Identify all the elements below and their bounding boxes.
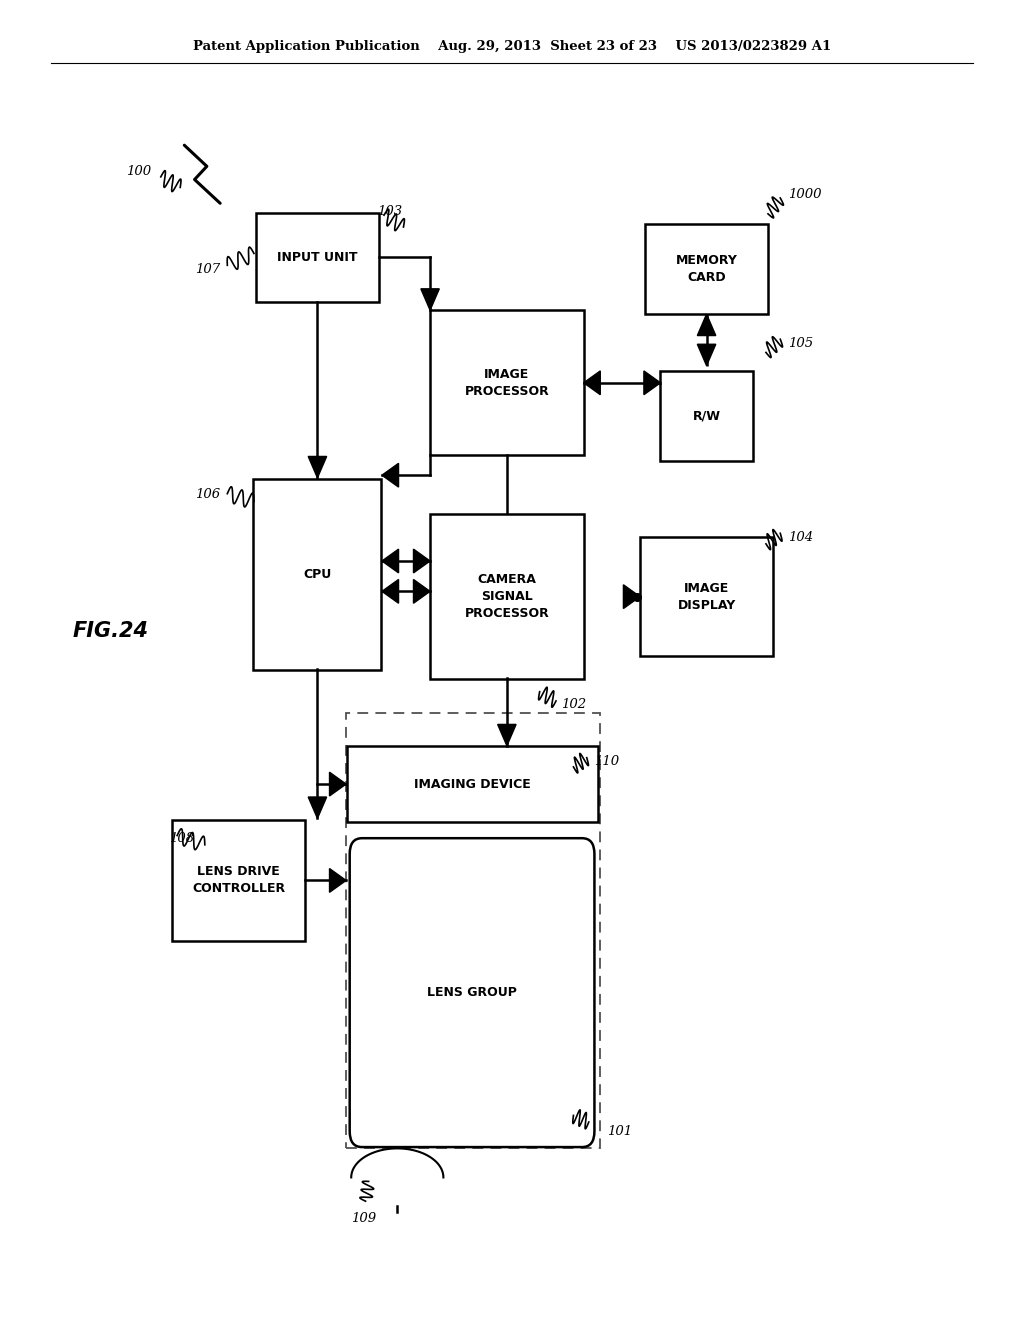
Bar: [346, 746, 598, 822]
Text: 109: 109: [351, 1212, 376, 1225]
Bar: [645, 224, 768, 314]
Text: 106: 106: [195, 488, 220, 502]
Text: MEMORY
CARD: MEMORY CARD: [676, 255, 737, 284]
Polygon shape: [644, 371, 660, 395]
Bar: [430, 513, 584, 678]
Polygon shape: [697, 314, 716, 335]
Bar: [430, 310, 584, 455]
Polygon shape: [382, 579, 398, 603]
Text: 1000: 1000: [788, 187, 822, 201]
Text: IMAGING DEVICE: IMAGING DEVICE: [414, 777, 530, 791]
Text: CAMERA
SIGNAL
PROCESSOR: CAMERA SIGNAL PROCESSOR: [465, 573, 549, 620]
Bar: [254, 479, 381, 671]
Text: 102: 102: [561, 698, 587, 711]
Text: 110: 110: [594, 755, 620, 768]
Polygon shape: [308, 797, 327, 818]
Text: LENS DRIVE
CONTROLLER: LENS DRIVE CONTROLLER: [193, 866, 285, 895]
Polygon shape: [584, 371, 600, 395]
Polygon shape: [498, 725, 516, 746]
Text: 107: 107: [195, 263, 220, 276]
Polygon shape: [421, 289, 439, 310]
Polygon shape: [382, 549, 398, 573]
Polygon shape: [330, 869, 346, 892]
Text: LENS GROUP: LENS GROUP: [427, 986, 517, 999]
Polygon shape: [697, 345, 716, 366]
Bar: [256, 213, 379, 302]
Text: INPUT UNIT: INPUT UNIT: [278, 251, 357, 264]
Polygon shape: [308, 457, 327, 478]
Polygon shape: [624, 585, 640, 609]
Bar: [660, 371, 753, 461]
Bar: [172, 820, 305, 941]
Text: IMAGE
PROCESSOR: IMAGE PROCESSOR: [465, 368, 549, 397]
Text: 103: 103: [377, 205, 402, 218]
FancyBboxPatch shape: [350, 838, 594, 1147]
Text: CPU: CPU: [303, 568, 332, 581]
Polygon shape: [330, 772, 346, 796]
Text: 100: 100: [126, 165, 152, 178]
Polygon shape: [414, 579, 430, 603]
Text: 105: 105: [788, 337, 814, 350]
Text: 108: 108: [169, 832, 195, 845]
Polygon shape: [382, 463, 398, 487]
Text: R/W: R/W: [692, 409, 721, 422]
Polygon shape: [414, 549, 430, 573]
Text: Patent Application Publication    Aug. 29, 2013  Sheet 23 of 23    US 2013/02238: Patent Application Publication Aug. 29, …: [193, 40, 831, 53]
Text: FIG.24: FIG.24: [73, 620, 148, 642]
Bar: [346, 713, 600, 1148]
Text: IMAGE
DISPLAY: IMAGE DISPLAY: [678, 582, 735, 611]
Text: 104: 104: [788, 531, 814, 544]
Bar: [640, 537, 773, 656]
Text: 101: 101: [607, 1125, 633, 1138]
